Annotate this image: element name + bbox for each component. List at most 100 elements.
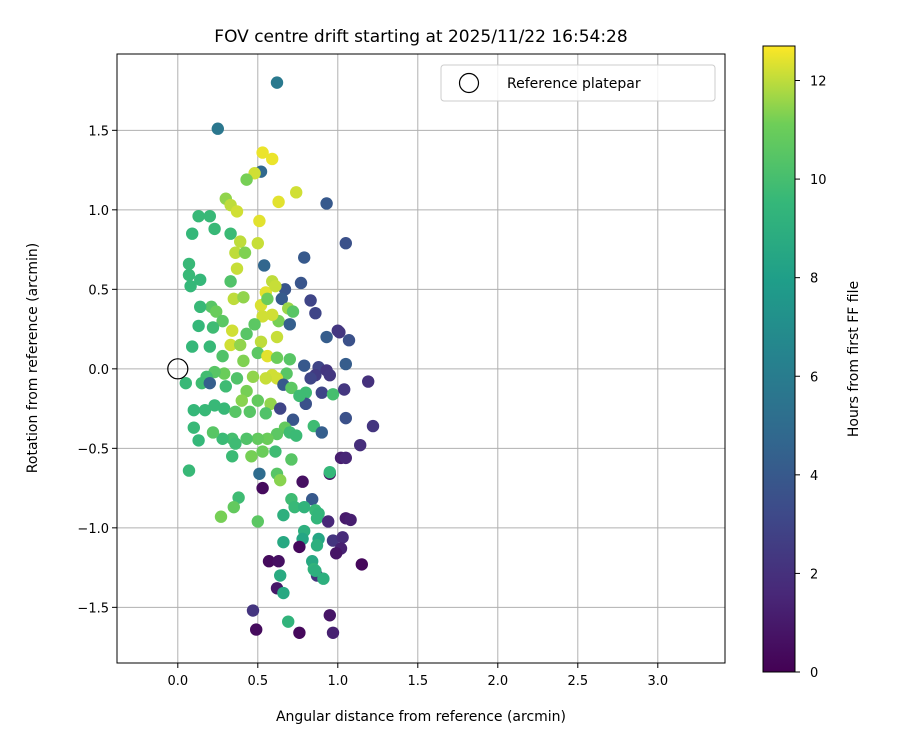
data-point bbox=[306, 493, 319, 506]
data-point bbox=[229, 437, 242, 450]
data-point bbox=[336, 531, 349, 544]
data-point bbox=[240, 173, 253, 186]
y-tick-label: −1.0 bbox=[77, 522, 109, 537]
colorbar-tick-label: 10 bbox=[810, 173, 827, 188]
y-tick-label: 0.0 bbox=[88, 363, 109, 378]
data-point bbox=[310, 539, 324, 552]
data-point bbox=[259, 372, 272, 385]
data-point bbox=[253, 467, 266, 480]
data-point bbox=[237, 291, 250, 304]
data-point bbox=[354, 438, 367, 452]
data-point bbox=[229, 246, 242, 259]
data-point bbox=[339, 357, 352, 371]
data-point bbox=[224, 338, 237, 352]
data-point bbox=[315, 426, 328, 439]
data-point bbox=[250, 623, 263, 636]
data-point bbox=[182, 464, 196, 477]
data-point bbox=[259, 407, 272, 420]
chart-title: FOV centre drift starting at 2025/11/22 … bbox=[214, 27, 627, 47]
data-point bbox=[339, 411, 352, 425]
data-point bbox=[272, 195, 285, 209]
data-point bbox=[226, 450, 239, 463]
data-point bbox=[251, 515, 264, 528]
data-point bbox=[206, 321, 220, 334]
data-point bbox=[235, 394, 248, 407]
data-point bbox=[326, 388, 340, 401]
data-point bbox=[310, 512, 324, 525]
colorbar-gradient bbox=[762, 45, 796, 673]
y-tick-label: 1.5 bbox=[88, 124, 109, 139]
data-point bbox=[203, 209, 216, 223]
data-point bbox=[194, 300, 207, 314]
colorbar-label: Hours from first FF file bbox=[846, 281, 862, 437]
data-point bbox=[184, 279, 197, 293]
data-point bbox=[261, 349, 274, 363]
data-point bbox=[266, 152, 279, 166]
data-point bbox=[227, 500, 240, 514]
data-point bbox=[320, 197, 333, 210]
colorbar-tick-label: 4 bbox=[810, 469, 818, 484]
y-tick-label: −1.5 bbox=[77, 601, 109, 616]
legend-marker bbox=[458, 72, 480, 94]
data-point bbox=[293, 389, 306, 403]
data-point bbox=[304, 294, 317, 307]
data-point bbox=[186, 340, 199, 353]
x-tick-label: 2.5 bbox=[567, 674, 588, 689]
x-axis-ticks: 0.0 0.5 1.0 1.5 2.0 2.5 3.0 bbox=[167, 663, 668, 689]
data-point bbox=[216, 314, 229, 328]
data-point bbox=[206, 426, 220, 439]
colorbar-tick-label: 12 bbox=[810, 75, 827, 90]
data-point bbox=[208, 222, 221, 236]
data-point bbox=[230, 262, 244, 275]
data-point bbox=[266, 308, 279, 321]
reference-platepar-marker bbox=[167, 358, 189, 380]
data-point bbox=[326, 626, 340, 639]
data-point bbox=[238, 246, 252, 259]
x-tick-label: 1.5 bbox=[407, 674, 428, 689]
data-point bbox=[280, 367, 293, 380]
data-point bbox=[208, 399, 221, 412]
data-point bbox=[288, 500, 301, 514]
data-point bbox=[355, 558, 368, 571]
data-point bbox=[256, 146, 269, 159]
data-point bbox=[251, 432, 264, 445]
colorbar-tick-label: 8 bbox=[810, 272, 818, 287]
data-point bbox=[286, 413, 300, 426]
data-point bbox=[192, 434, 205, 447]
data-point bbox=[216, 349, 229, 363]
data-points bbox=[167, 76, 380, 639]
data-point bbox=[261, 292, 274, 306]
data-point bbox=[224, 275, 237, 288]
data-point bbox=[322, 515, 335, 528]
data-point bbox=[274, 569, 287, 582]
data-point bbox=[309, 564, 322, 577]
data-point bbox=[285, 453, 298, 466]
data-point bbox=[315, 386, 328, 399]
data-point bbox=[187, 403, 200, 417]
data-point bbox=[344, 513, 357, 527]
x-tick-label: 2.0 bbox=[487, 674, 508, 689]
x-tick-label: 1.0 bbox=[327, 674, 348, 689]
data-point bbox=[342, 334, 356, 347]
data-point bbox=[283, 318, 296, 331]
y-tick-label: −0.5 bbox=[77, 442, 109, 457]
data-point bbox=[309, 306, 322, 320]
colorbar-tick-label: 0 bbox=[810, 666, 818, 681]
colorbar-ticks: 0 2 4 6 8 10 12 bbox=[795, 75, 827, 681]
data-point bbox=[264, 397, 277, 411]
data-point bbox=[253, 214, 266, 228]
data-point bbox=[362, 375, 375, 388]
data-point bbox=[293, 540, 306, 554]
data-point bbox=[261, 432, 274, 445]
data-point bbox=[234, 338, 247, 352]
data-point bbox=[246, 604, 260, 617]
data-point bbox=[282, 615, 295, 628]
data-point bbox=[290, 429, 303, 442]
data-point bbox=[211, 122, 224, 135]
data-point bbox=[216, 432, 229, 445]
data-point bbox=[198, 403, 212, 417]
data-point bbox=[286, 305, 300, 318]
y-tick-label: 0.5 bbox=[88, 283, 109, 298]
data-point bbox=[298, 359, 311, 372]
